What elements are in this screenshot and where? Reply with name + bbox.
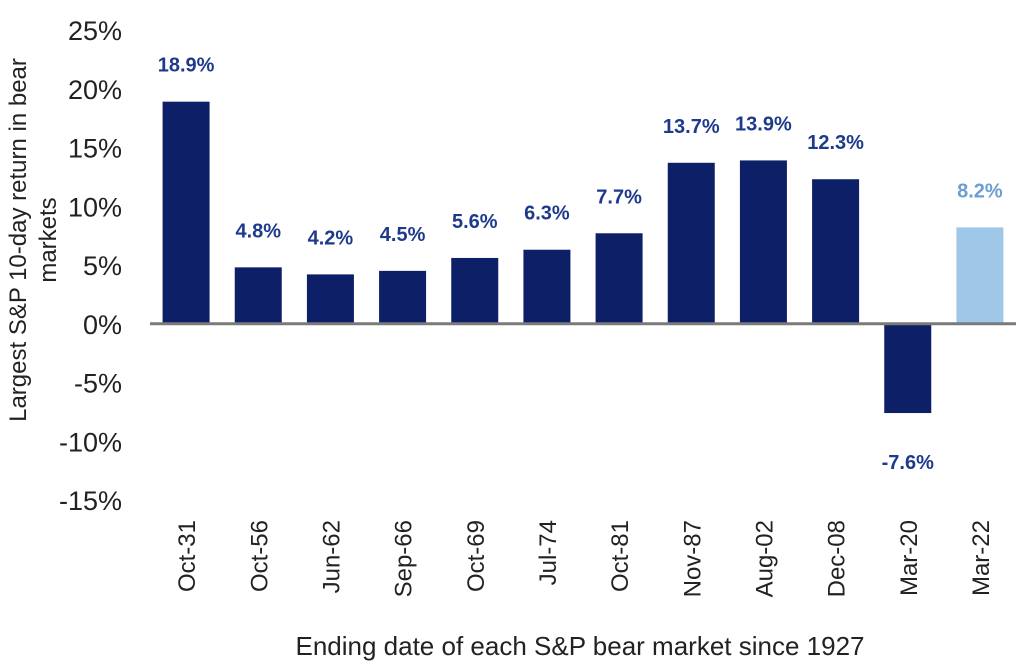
- data-label: 8.2%: [957, 180, 1003, 202]
- x-tick-label: Oct-31: [174, 520, 201, 592]
- x-tick-label: Nov-87: [679, 520, 706, 597]
- y-tick-label: 10%: [68, 192, 122, 222]
- bar-oct-31: [162, 101, 210, 324]
- data-label: 18.9%: [158, 55, 215, 77]
- x-tick-label: Oct-81: [607, 520, 634, 592]
- data-label: 4.5%: [380, 224, 426, 246]
- data-label: 13.9%: [735, 113, 792, 135]
- data-label: 6.3%: [524, 203, 570, 225]
- y-tick-label: 0%: [83, 310, 122, 340]
- data-label: -7.6%: [882, 452, 934, 474]
- x-tick-label: Jun-62: [318, 520, 345, 593]
- bar-nov-87: [667, 162, 715, 324]
- data-label: 5.6%: [452, 211, 498, 233]
- bar-sep-66: [379, 270, 427, 324]
- bar-oct-81: [595, 233, 643, 324]
- x-axis-ticks: Oct-31 Oct-56 Jun-62 Sep-66 Oct-69 Jul-74 Oct-…: [174, 520, 995, 597]
- y-tick-label: -5%: [74, 369, 122, 399]
- bar-mar-20: [884, 323, 932, 414]
- x-tick-label: Oct-69: [463, 520, 490, 592]
- y-tick-label: 5%: [83, 251, 122, 281]
- bar-dec-08: [812, 179, 860, 324]
- x-tick-label: Mar-20: [896, 520, 923, 596]
- data-label: 7.7%: [596, 186, 642, 208]
- x-tick-label: Sep-66: [391, 520, 418, 597]
- data-label: 4.8%: [235, 220, 281, 242]
- bar-aug-02: [739, 160, 787, 324]
- y-tick-label: -10%: [59, 427, 122, 457]
- y-axis-ticks: 25% 20% 15% 10% 5% 0% -5% -10% -15%: [59, 16, 122, 516]
- bar-jun-62: [306, 274, 354, 324]
- y-tick-label: 25%: [68, 16, 122, 46]
- data-label: 13.7%: [663, 116, 720, 138]
- y-tick-label: 15%: [68, 134, 122, 164]
- x-tick-label: Dec-08: [824, 520, 851, 597]
- bars-group: [162, 101, 1004, 414]
- y-axis-title: Largest S&P 10-day return in bear markets: [5, 58, 62, 422]
- data-label: 4.2%: [308, 227, 354, 249]
- x-axis-title: Ending date of each S&P bear market sinc…: [295, 631, 864, 661]
- bar-oct-56: [234, 267, 282, 324]
- data-labels-group: 18.9% 4.8% 4.2% 4.5% 5.6% 6.3% 7.7% 13.7% 13.9% 1…: [158, 55, 1003, 474]
- x-tick-label: Aug-02: [751, 520, 778, 597]
- bar-jul-74: [523, 249, 571, 324]
- data-label: 12.3%: [807, 132, 864, 154]
- x-tick-label: Jul-74: [535, 520, 562, 585]
- y-tick-label: 20%: [68, 75, 122, 105]
- bar-mar-22: [956, 227, 1004, 324]
- x-tick-label: Oct-56: [246, 520, 273, 592]
- bar-oct-69: [451, 257, 499, 324]
- x-tick-label: Mar-22: [968, 520, 995, 596]
- y-tick-label: -15%: [59, 486, 122, 516]
